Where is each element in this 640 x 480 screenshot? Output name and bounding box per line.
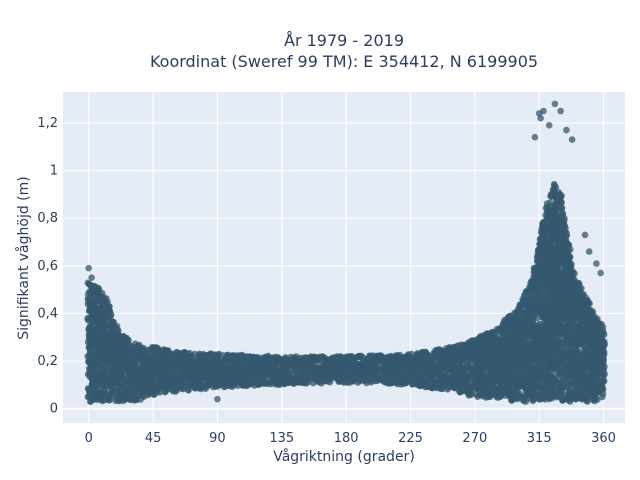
data-points (84, 100, 608, 405)
data-point (124, 336, 132, 344)
chart-title-line2: Koordinat (Sweref 99 TM): E 354412, N 61… (150, 52, 538, 71)
data-point (95, 284, 102, 292)
data-point (185, 386, 192, 394)
data-point (106, 308, 114, 315)
chart-title-line1: År 1979 - 2019 (284, 31, 404, 50)
data-point (468, 391, 475, 399)
